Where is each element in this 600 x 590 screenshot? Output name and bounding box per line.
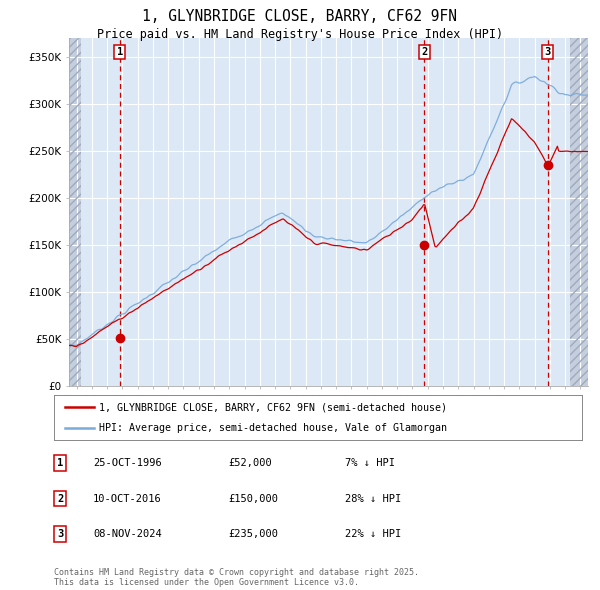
- Text: 1: 1: [57, 458, 63, 468]
- Text: £235,000: £235,000: [228, 529, 278, 539]
- Text: £52,000: £52,000: [228, 458, 272, 468]
- Text: 25-OCT-1996: 25-OCT-1996: [93, 458, 162, 468]
- Text: 28% ↓ HPI: 28% ↓ HPI: [345, 494, 401, 503]
- Text: 2: 2: [57, 494, 63, 503]
- Text: 7% ↓ HPI: 7% ↓ HPI: [345, 458, 395, 468]
- Text: 3: 3: [545, 47, 551, 57]
- Text: Contains HM Land Registry data © Crown copyright and database right 2025.
This d: Contains HM Land Registry data © Crown c…: [54, 568, 419, 587]
- Text: 3: 3: [57, 529, 63, 539]
- Text: 2: 2: [421, 47, 427, 57]
- Text: £150,000: £150,000: [228, 494, 278, 503]
- Text: 1, GLYNBRIDGE CLOSE, BARRY, CF62 9FN (semi-detached house): 1, GLYNBRIDGE CLOSE, BARRY, CF62 9FN (se…: [99, 402, 447, 412]
- Text: Price paid vs. HM Land Registry's House Price Index (HPI): Price paid vs. HM Land Registry's House …: [97, 28, 503, 41]
- Text: 22% ↓ HPI: 22% ↓ HPI: [345, 529, 401, 539]
- Text: 10-OCT-2016: 10-OCT-2016: [93, 494, 162, 503]
- Text: 1, GLYNBRIDGE CLOSE, BARRY, CF62 9FN: 1, GLYNBRIDGE CLOSE, BARRY, CF62 9FN: [143, 9, 458, 24]
- Text: HPI: Average price, semi-detached house, Vale of Glamorgan: HPI: Average price, semi-detached house,…: [99, 424, 447, 434]
- Text: 1: 1: [116, 47, 123, 57]
- Bar: [569, 38, 588, 386]
- Text: 08-NOV-2024: 08-NOV-2024: [93, 529, 162, 539]
- Bar: [69, 38, 81, 386]
